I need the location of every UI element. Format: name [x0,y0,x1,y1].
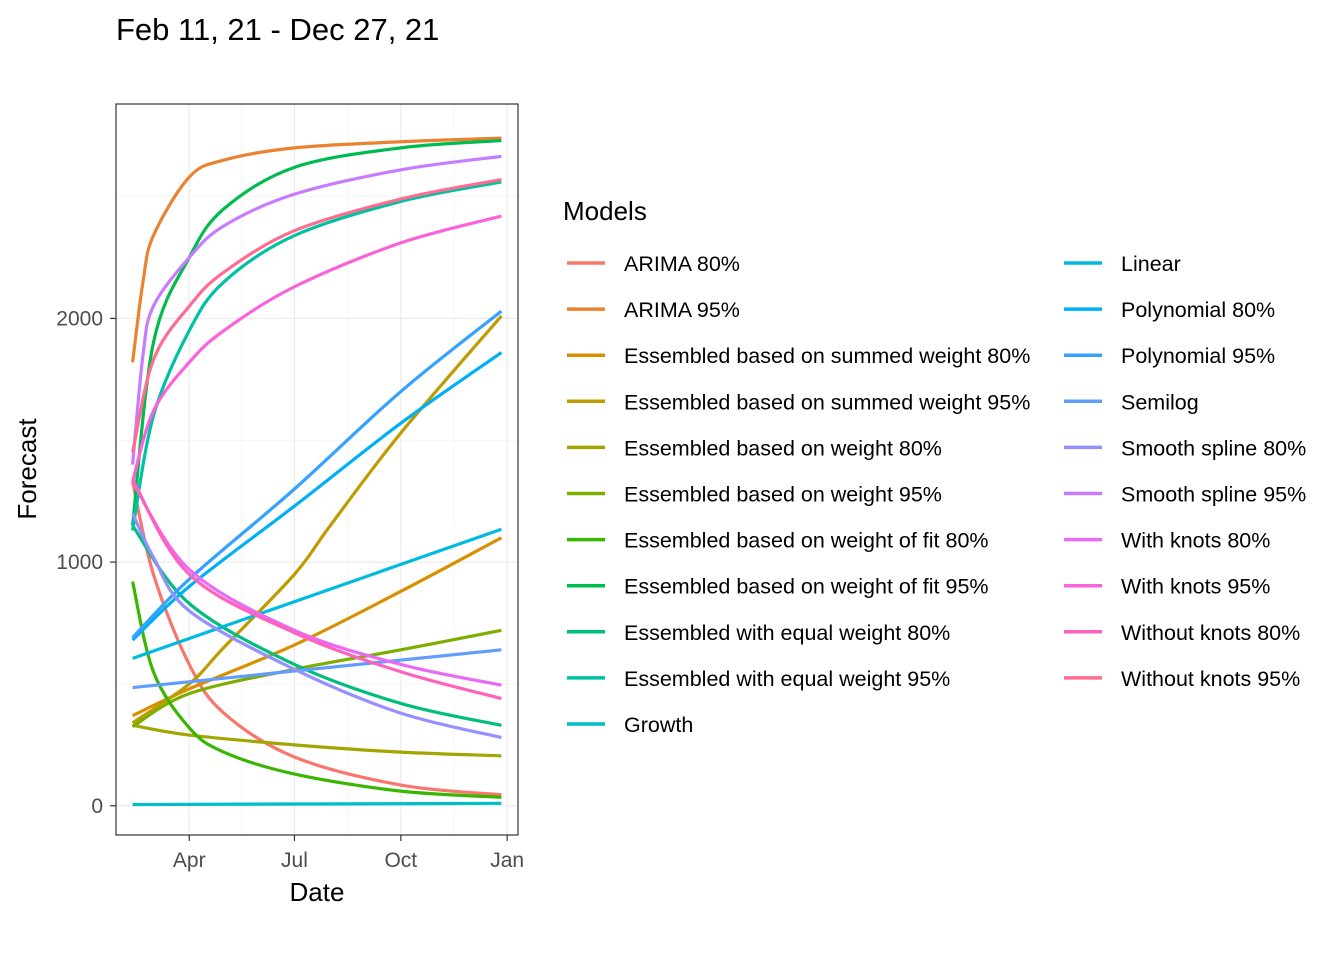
series-line-17 [131,154,502,465]
legend-label: Essembled based on weight 80% [624,436,942,460]
x-axis-title: Date [290,877,345,907]
x-tick-label: Apr [173,849,206,872]
legend-label: Essembled based on summed weight 95% [624,390,1030,414]
series-line-10 [131,180,502,531]
legend-item: Essembled based on weight of fit 80% [567,529,989,553]
chart-title: Feb 11, 21 - Dec 27, 21 [116,12,439,47]
legend-item: Smooth spline 95% [1064,483,1306,507]
y-tick-label: 1000 [56,551,103,574]
legend-label: With knots 80% [1121,529,1270,553]
legend-title: Models [563,196,647,226]
y-tick-label: 0 [91,795,103,818]
series-line-1 [131,481,502,797]
series-line-11 [132,801,502,807]
x-axis-ticks: Apr Jul Oct Jan [173,835,524,872]
legend-label: Essembled with equal weight 80% [624,621,950,645]
legend-label: Essembled based on weight of fit 80% [624,529,989,553]
legend-label: Smooth spline 95% [1121,483,1306,507]
legend-item: Semilog [1064,390,1199,414]
legend-label: Semilog [1121,390,1199,414]
legend-item: ARIMA 80% [567,252,740,276]
legend: Models ARIMA 80% ARIMA 95% Essembled based… [563,196,1306,737]
legend-label: Polynomial 80% [1121,298,1275,322]
legend-item: Essembled based on weight 95% [567,483,942,507]
series-lines [131,136,503,807]
series-line-14 [131,309,503,639]
legend-label: Essembled with equal weight 95% [624,667,950,691]
legend-item: Essembled based on summed weight 80% [567,344,1030,368]
legend-item: Without knots 80% [1064,621,1300,645]
legend-item: Without knots 95% [1064,667,1300,691]
series-line-16 [131,512,502,740]
legend-label: ARIMA 95% [624,298,740,322]
legend-label: Essembled based on weight of fit 95% [624,575,989,599]
series-line-18 [131,480,502,687]
legend-item: With knots 95% [1064,575,1270,599]
legend-item: Essembled with equal weight 95% [567,667,950,691]
y-tick-label: 2000 [56,307,103,330]
legend-item: ARIMA 95% [567,298,740,322]
legend-items: ARIMA 80% ARIMA 95% Essembled based on sum… [567,252,1306,737]
legend-item: Linear [1064,252,1181,276]
panel-border [115,103,519,836]
legend-label: Without knots 95% [1121,667,1300,691]
series-line-19 [131,214,502,483]
series-line-2 [131,136,502,363]
series-line-4 [131,314,503,725]
x-tick-label: Jan [490,849,524,872]
series-line-12 [132,527,502,660]
legend-label: Essembled based on weight 95% [624,483,942,507]
series-line-7 [131,581,502,799]
legend-item: Polynomial 95% [1064,344,1275,368]
legend-label: ARIMA 80% [624,252,740,276]
series-line-20 [131,478,502,701]
legend-label: Growth [624,713,693,737]
series-line-21 [131,177,502,453]
series-line-5 [132,723,502,758]
x-tick-label: Jul [281,849,308,872]
series-line-15 [132,648,502,690]
plot-panel [115,103,519,836]
legend-label: With knots 95% [1121,575,1270,599]
legend-label: Essembled based on summed weight 80% [624,344,1030,368]
legend-item: Essembled with equal weight 80% [567,621,950,645]
legend-label: Linear [1121,252,1181,276]
legend-item: Essembled based on weight of fit 95% [567,575,989,599]
legend-item: Growth [567,713,693,737]
legend-item: Essembled based on weight 80% [567,436,942,460]
y-axis-ticks: 0 1000 2000 [56,307,116,818]
legend-label: Without knots 80% [1121,621,1300,645]
legend-item: Essembled based on summed weight 95% [567,390,1030,414]
legend-label: Smooth spline 80% [1121,436,1306,460]
legend-item: Polynomial 80% [1064,298,1275,322]
legend-item: With knots 80% [1064,529,1270,553]
series-line-9 [131,524,502,727]
legend-label: Polynomial 95% [1121,344,1275,368]
series-line-3 [131,536,503,718]
x-tick-label: Oct [384,849,417,872]
y-axis-title: Forecast [12,418,42,520]
legend-item: Smooth spline 80% [1064,436,1306,460]
series-line-13 [131,351,503,642]
